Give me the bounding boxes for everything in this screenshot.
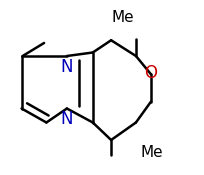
Text: N: N — [60, 58, 73, 75]
Text: Me: Me — [140, 145, 162, 160]
Text: O: O — [144, 65, 157, 82]
Text: Me: Me — [111, 10, 133, 25]
Text: N: N — [60, 110, 73, 128]
